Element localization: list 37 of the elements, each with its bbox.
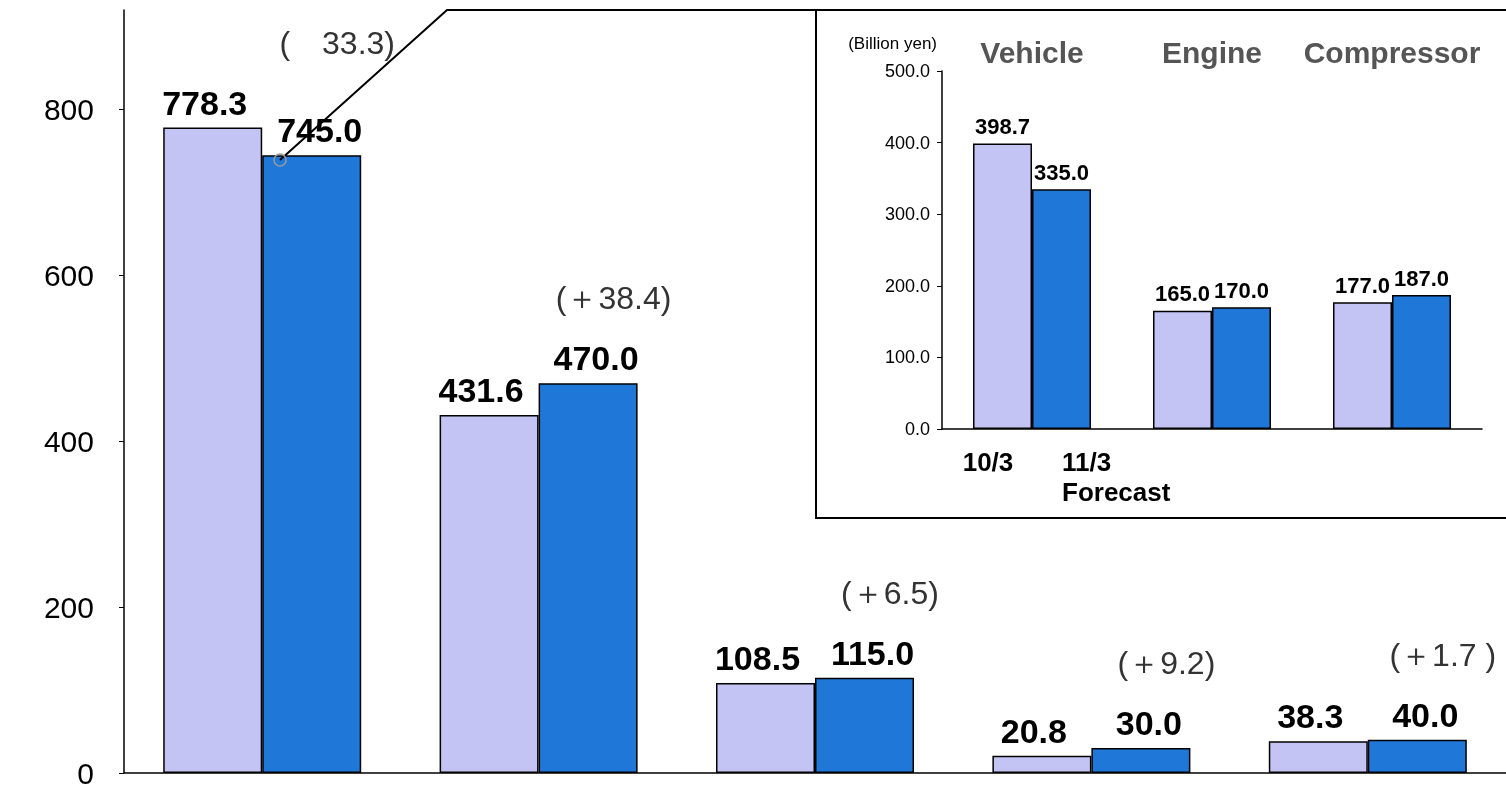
x-tick-label: Compressor <box>1303 35 1481 69</box>
data-label: 170.0 <box>1213 277 1270 303</box>
data-label: 165.0 <box>1154 281 1211 307</box>
series-label: 11/3 Forecast <box>1062 447 1171 507</box>
annotation: (＋9.2) <box>1117 645 1216 682</box>
y-tick-label: 600 <box>43 258 94 292</box>
data-label: 30.0 <box>1115 704 1182 743</box>
data-label: 108.5 <box>714 639 801 678</box>
y-tick-label: 200 <box>43 590 94 624</box>
annotation: (＋6.5) <box>841 574 939 611</box>
data-label: 187.0 <box>1393 265 1450 291</box>
data-label: 38.3 <box>1277 697 1344 736</box>
data-label: 431.6 <box>438 371 524 410</box>
data-label: 177.0 <box>1334 272 1391 298</box>
data-label: 20.8 <box>1000 711 1067 750</box>
y-tick-label: 400.0 <box>884 132 930 153</box>
annotation: (＋38.4) <box>555 280 672 317</box>
data-label: 470.0 <box>553 339 639 378</box>
y-tick-label: 400 <box>43 424 94 458</box>
series-label: 10/3 <box>962 447 1014 477</box>
y-tick-label: 0 <box>77 756 94 790</box>
data-label: 115.0 <box>830 633 915 672</box>
y-tick-label: 200.0 <box>884 275 930 296</box>
annotation: ( 33.3) <box>279 24 395 61</box>
x-tick-label: Vehicle <box>980 35 1084 69</box>
x-tick-label: Engine <box>1161 35 1263 69</box>
data-label: 778.3 <box>162 83 248 122</box>
y-tick-label: 800 <box>43 93 94 127</box>
data-label: 40.0 <box>1392 695 1459 734</box>
data-label: 398.7 <box>974 114 1031 140</box>
y-tick-label: 100.0 <box>884 347 930 368</box>
y-tick-label: 500.0 <box>884 61 930 81</box>
annotation: (＋1.7 ) <box>1389 636 1497 673</box>
y-axis-title: (Billion yen) <box>848 33 937 53</box>
y-tick-label: 300.0 <box>884 204 930 225</box>
data-label: 335.0 <box>1033 159 1090 185</box>
y-tick-label: 0.0 <box>904 419 930 439</box>
